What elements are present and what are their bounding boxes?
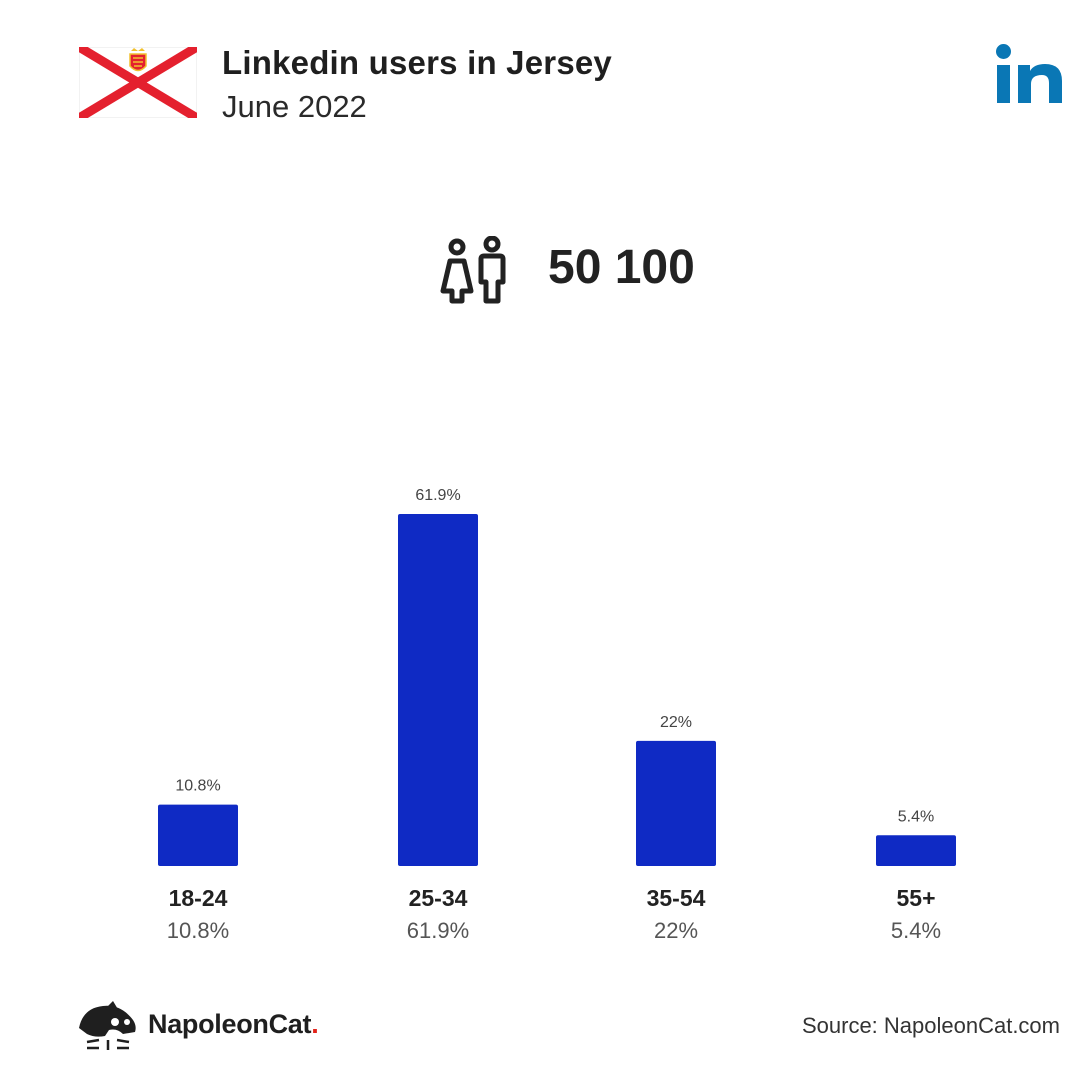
brand-name: NapoleonCat. bbox=[148, 1009, 319, 1040]
category-label: 25-34 bbox=[409, 885, 468, 911]
chart-subtitle: June 2022 bbox=[222, 89, 367, 124]
category-label: 18-24 bbox=[169, 885, 228, 911]
category-percent-label: 10.8% bbox=[167, 918, 229, 943]
bar-55+ bbox=[876, 835, 956, 866]
category-label: 35-54 bbox=[647, 885, 706, 911]
napoleoncat-logo-icon bbox=[79, 1001, 136, 1050]
bar-value-label: 10.8% bbox=[175, 778, 220, 795]
category-percent-label: 61.9% bbox=[407, 918, 469, 943]
bar-value-label: 5.4% bbox=[898, 808, 934, 825]
category-label: 55+ bbox=[896, 885, 935, 911]
category-percent-label: 22% bbox=[654, 918, 698, 943]
brand-dot: . bbox=[311, 1009, 319, 1039]
brand-name-text: NapoleonCat bbox=[148, 1009, 312, 1039]
source-text: Source: NapoleonCat.com bbox=[801, 1013, 1060, 1038]
total-users-value: 50 100 bbox=[548, 241, 695, 294]
bar-value-label: 61.9% bbox=[415, 487, 460, 504]
jersey-flag-icon bbox=[79, 47, 197, 118]
bar-value-label: 22% bbox=[660, 714, 692, 731]
people-icon bbox=[440, 236, 506, 304]
bar-18-24 bbox=[158, 804, 238, 866]
linkedin-logo-icon bbox=[996, 44, 1062, 103]
category-percent-label: 5.4% bbox=[891, 918, 941, 943]
chart-title: Linkedin users in Jersey bbox=[222, 44, 612, 81]
bar-25-34 bbox=[398, 514, 478, 866]
bar-35-54 bbox=[636, 740, 716, 866]
